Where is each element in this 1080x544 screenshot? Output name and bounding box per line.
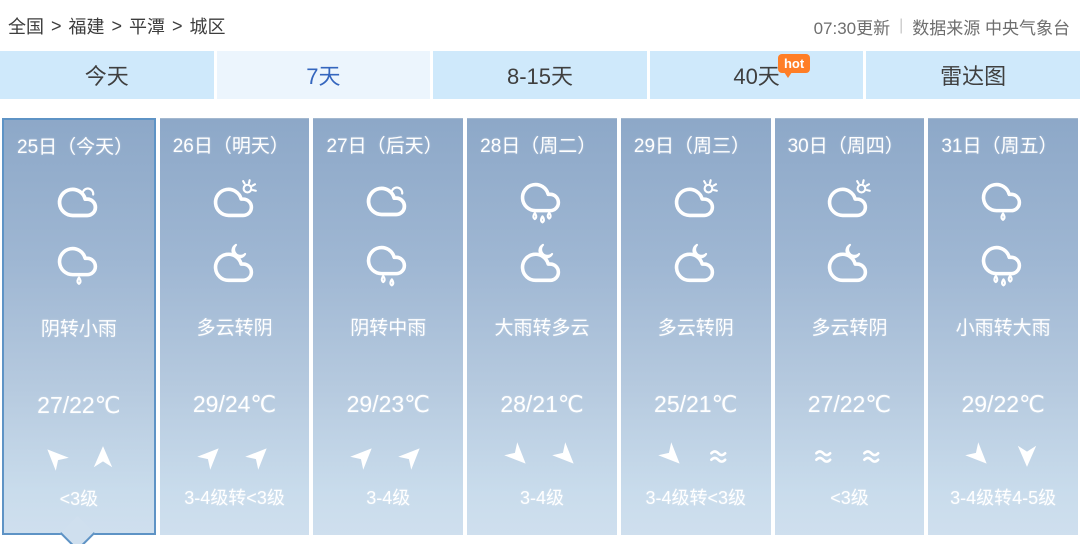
wind-level: <3级 (59, 489, 99, 509)
wind-direction-icon (548, 438, 585, 475)
day-column-6[interactable]: 30日（周四） 多云转阴 27/22℃ <3级 (774, 118, 925, 535)
weather-night-icon (826, 242, 872, 288)
breadcrumb-link-district[interactable]: 城区 (189, 17, 226, 37)
weather-night-icon (980, 242, 1026, 288)
wind-direction-icon (961, 438, 998, 475)
tab-7day[interactable]: 7天 (216, 51, 431, 99)
wind-direction-icon (1014, 443, 1040, 469)
wind-level: 3-4级转<3级 (184, 488, 285, 508)
wind-direction-icon (240, 438, 277, 475)
weather-day-icon (980, 179, 1026, 225)
tab-label: 40天 (733, 64, 780, 89)
day-date: 26日（明天） (172, 136, 289, 157)
day-column-4[interactable]: 28日（周二） 大雨转多云 28/21℃ 3-4级 (467, 118, 617, 535)
wind-direction (198, 442, 272, 470)
wind-direction-icon (500, 438, 537, 475)
day-date: 30日（周四） (787, 136, 904, 157)
update-time: 07:30更新 (813, 18, 891, 38)
wind-level: 3-4级转<3级 (645, 488, 746, 508)
breadcrumb-link-province[interactable]: 福建 (68, 17, 105, 37)
temperature: 29/24℃ (192, 391, 277, 417)
weather-day-icon (826, 179, 872, 225)
breadcrumb-separator: > (51, 15, 62, 36)
weather-night-icon (673, 242, 719, 288)
weather-day-icon (56, 180, 102, 226)
wind-level: 3-4级转4-5级 (950, 488, 1057, 508)
day-date: 27日（后天） (326, 136, 443, 157)
weather-day-icon (212, 179, 258, 225)
breadcrumb-link-city[interactable]: 平潭 (129, 17, 166, 37)
weather-night-icon (212, 242, 258, 288)
wind-direction-icon (90, 444, 116, 470)
breadcrumb: 全国 > 福建 > 平潭 > 城区 (8, 13, 226, 39)
wind-direction-icon (860, 443, 886, 469)
tab-label: 雷达图 (940, 64, 1007, 89)
top-bar: 全国 > 福建 > 平潭 > 城区 07:30更新 | 数据来源 中央气象台 (0, 0, 1080, 43)
tab-8-15day[interactable]: 8-15天 (433, 51, 647, 99)
wind-direction-icon (192, 438, 229, 475)
wind-direction (42, 443, 116, 471)
tab-40day[interactable]: 40天 hot (649, 51, 864, 99)
temperature: 29/23℃ (346, 391, 430, 417)
weather-night-icon (365, 242, 411, 288)
wind-direction (659, 442, 733, 470)
breadcrumb-separator: > (172, 15, 183, 36)
day-date: 28日（周二） (480, 136, 597, 157)
day-date: 29日（周三） (633, 136, 751, 157)
weather-text: 小雨转大雨 (955, 318, 1051, 339)
weather-text: 阴转中雨 (350, 318, 427, 339)
hot-badge: hot (777, 54, 811, 78)
day-column-1[interactable]: 25日（今天） 阴转小雨 27/22℃ <3级 (2, 118, 156, 535)
tab-label: 今天 (84, 64, 129, 89)
day-date: 25日（今天） (17, 137, 134, 158)
wind-direction-icon (36, 439, 73, 476)
weather-text: 多云转阴 (196, 318, 273, 339)
weather-day-icon (365, 179, 411, 225)
temperature: 29/22℃ (961, 391, 1045, 417)
forecast-columns: 25日（今天） 阴转小雨 27/22℃ <3级 26日（明天） 多云转阴 29/… (2, 118, 1079, 535)
weather-text: 多云转阴 (811, 318, 888, 339)
weather-night-icon (519, 242, 565, 288)
tab-label: 8-15天 (506, 64, 573, 89)
weather-night-icon (56, 243, 102, 289)
wind-direction-icon (812, 443, 838, 469)
day-column-3[interactable]: 27日（后天） 阴转中雨 29/23℃ 3-4级 (313, 118, 464, 535)
breadcrumb-link-country[interactable]: 全国 (8, 17, 44, 37)
temperature: 25/21℃ (654, 391, 738, 417)
temperature: 28/21℃ (500, 391, 584, 417)
update-info: 07:30更新 | 数据来源 中央气象台 (814, 14, 1070, 39)
day-column-7[interactable]: 31日（周五） 小雨转大雨 29/22℃ 3-4级转4-5级 (928, 118, 1079, 535)
tab-label: 7天 (306, 64, 341, 89)
tab-today[interactable]: 今天 (0, 51, 214, 99)
wind-direction-icon (653, 438, 690, 475)
wind-level: 3-4级 (520, 488, 565, 508)
wind-direction (351, 442, 425, 470)
data-source: 数据来源 中央气象台 (912, 18, 1070, 38)
wind-direction (812, 442, 886, 470)
wind-direction (966, 442, 1040, 470)
wind-direction-icon (346, 438, 383, 475)
weather-day-icon (673, 179, 719, 225)
meta-divider: | (899, 17, 904, 34)
day-column-2[interactable]: 26日（明天） 多云转阴 29/24℃ 3-4级转<3级 (159, 118, 310, 535)
day-date: 31日（周五） (941, 136, 1058, 157)
breadcrumb-separator: > (111, 15, 123, 36)
weather-text: 大雨转多云 (494, 318, 590, 339)
wind-level: 3-4级 (366, 488, 411, 508)
tab-bar: 今天 7天 8-15天 40天 hot 雷达图 (0, 51, 1080, 99)
tab-radar[interactable]: 雷达图 (866, 51, 1080, 99)
temperature: 27/22℃ (807, 391, 892, 417)
wind-direction (505, 442, 579, 470)
weather-day-icon (519, 179, 565, 225)
weather-text: 多云转阴 (657, 318, 734, 339)
temperature: 27/22℃ (37, 392, 121, 418)
wind-level: <3级 (830, 488, 869, 508)
wind-direction-icon (707, 443, 733, 469)
weather-text: 阴转小雨 (40, 319, 117, 340)
day-column-5[interactable]: 29日（周三） 多云转阴 25/21℃ 3-4级转<3级 (620, 118, 771, 535)
wind-direction-icon (394, 438, 431, 475)
